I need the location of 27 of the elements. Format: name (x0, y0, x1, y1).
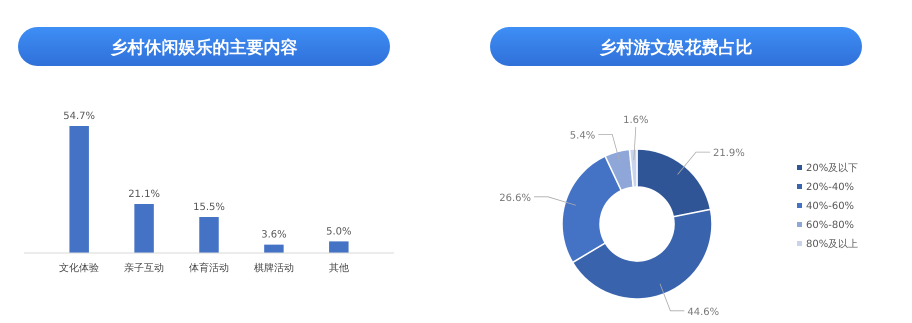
x-tick-label: 其他 (328, 262, 349, 274)
data-label: 15.5% (193, 202, 225, 214)
chart-title: 乡村游文娱花费占比 (600, 38, 752, 58)
data-label: 54.7% (63, 111, 96, 122)
x-tick-label: 棋牌活动 (254, 262, 294, 274)
bar (134, 204, 154, 253)
legend-label: 20%-40% (806, 182, 854, 193)
data-label: 5.0% (326, 226, 352, 238)
bar (264, 244, 284, 253)
data-label: 21.9% (713, 148, 745, 160)
bar (69, 126, 89, 253)
bar (199, 217, 219, 253)
data-label: 21.1% (128, 189, 160, 200)
x-tick-label: 文化体验 (59, 262, 100, 274)
data-label: 5.4% (570, 130, 596, 142)
data-label: 1.6% (623, 115, 648, 126)
data-label: 3.6% (261, 230, 287, 241)
data-label: 44.6% (687, 306, 720, 318)
legend-label: 40%-60% (806, 201, 854, 212)
bar (329, 241, 349, 253)
legend-label: 60%-80% (806, 220, 854, 231)
legend-label: 20%及以下 (806, 162, 858, 174)
chart-title: 乡村休闲娱乐的主要内容 (110, 38, 298, 58)
x-tick-label: 体育活动 (189, 262, 229, 274)
x-tick-label: 亲子互动 (124, 262, 164, 274)
legend-label: 80%及以上 (806, 238, 858, 250)
data-label: 26.6% (499, 192, 532, 204)
